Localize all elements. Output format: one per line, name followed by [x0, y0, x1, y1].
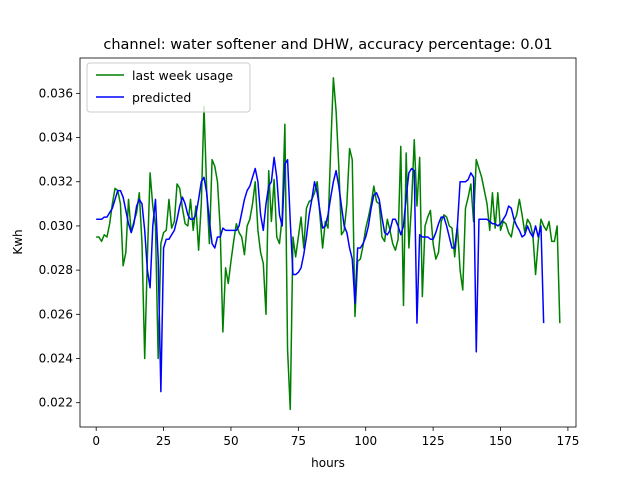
legend-box	[86, 62, 251, 113]
y-tick-label: 0.034	[39, 131, 73, 145]
y-tick-label: 0.036	[39, 86, 73, 100]
plot-frame	[79, 57, 577, 428]
plot-background	[80, 58, 576, 427]
series-line-predicted	[96, 156, 545, 393]
x-tick-label: 50	[223, 434, 238, 448]
y-axis-label: Kwh	[11, 229, 25, 254]
x-tick-label: 125	[422, 434, 445, 448]
legend-label-predicted: predicted	[132, 90, 191, 105]
x-axis-label: hours	[311, 456, 345, 470]
y-tick-label: 0.028	[39, 263, 73, 277]
y-tick-label: 0.022	[39, 396, 73, 410]
x-tick-label: 25	[156, 434, 171, 448]
x-tick-label: 175	[556, 434, 579, 448]
x-tick-label: 150	[489, 434, 512, 448]
legend: last week usage predicted	[86, 62, 251, 113]
chart-title: channel: water softener and DHW, accurac…	[103, 37, 552, 53]
x-axis: 0 25 50 75 100 125 150 175	[92, 427, 579, 448]
series-layer	[96, 77, 561, 411]
x-tick-label: 75	[291, 434, 306, 448]
x-tick-label: 0	[92, 434, 100, 448]
series-line-last-week-usage	[96, 77, 561, 411]
y-tick-label: 0.032	[39, 175, 73, 189]
legend-label-last-week-usage: last week usage	[132, 68, 233, 83]
x-tick-label: 100	[354, 434, 377, 448]
y-axis: 0.022 0.024 0.026 0.028 0.030 0.032 0.034 0.036	[39, 86, 80, 410]
y-tick-label: 0.024	[39, 352, 73, 366]
plot-area	[80, 58, 576, 427]
y-tick-label: 0.026	[39, 307, 73, 321]
y-tick-label: 0.030	[39, 219, 73, 233]
